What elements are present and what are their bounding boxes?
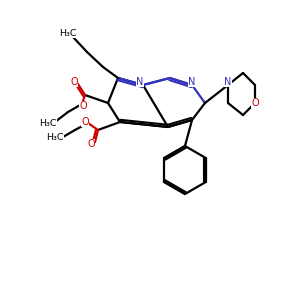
Text: O: O [87, 139, 95, 149]
Text: O: O [251, 98, 259, 108]
Text: H₃C: H₃C [46, 133, 64, 142]
Text: O: O [70, 77, 78, 87]
Text: N: N [136, 77, 144, 87]
Text: H₃C: H₃C [59, 28, 77, 38]
Text: N: N [188, 77, 196, 87]
Text: O: O [81, 117, 89, 127]
Text: H₃C: H₃C [39, 118, 57, 127]
Text: O: O [79, 101, 87, 111]
Text: N: N [224, 77, 232, 87]
